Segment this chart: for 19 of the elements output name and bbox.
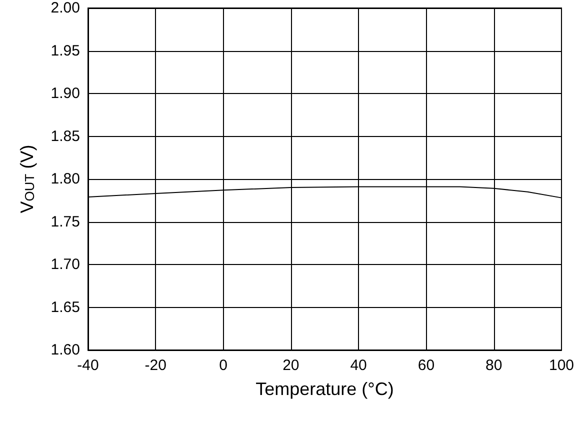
y-tick-label: 1.65 (50, 298, 80, 316)
x-axis-title: Temperature (°C) (256, 379, 394, 399)
y-tick-label: 1.60 (50, 342, 80, 358)
x-tick-label: 80 (486, 357, 502, 374)
x-tick-label: 100 (548, 357, 574, 374)
y-tick-label: 1.75 (50, 213, 80, 230)
x-tick-label: -40 (77, 357, 99, 374)
x-tick-label: 40 (350, 357, 367, 374)
y-tick-label: 1.85 (50, 128, 80, 145)
y-axis-title: VOUT (V) (17, 144, 37, 214)
y-tick-label: 1.95 (50, 42, 80, 60)
y-tick-label: 1.80 (50, 170, 80, 188)
y-tick-label: 1.90 (50, 85, 80, 102)
y-tick-label: 2.00 (50, 0, 80, 16)
x-tick-label: 0 (219, 357, 228, 374)
y-tick-label: 1.70 (50, 256, 80, 273)
x-tick-label: 60 (418, 357, 435, 374)
x-tick-label: -20 (144, 357, 166, 374)
x-tick-label: 20 (282, 357, 300, 374)
